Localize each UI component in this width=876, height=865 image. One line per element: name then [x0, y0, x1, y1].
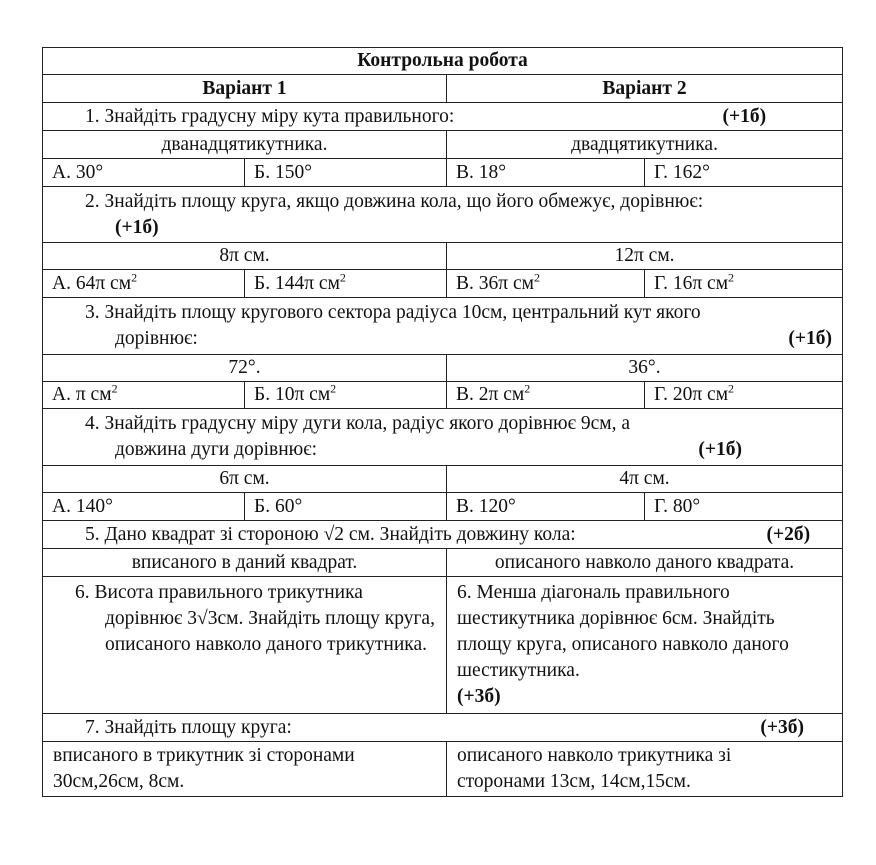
points: (+3б) — [457, 686, 501, 707]
points: (+1б) — [115, 216, 159, 238]
variant-2-condition: описаного навколо трикутника зі сторонам… — [445, 741, 844, 797]
points: (+2б) — [766, 523, 811, 545]
question-text-continued: довжина дуги дорівнює: — [115, 439, 318, 460]
variant-2-condition: 12π см. — [445, 242, 844, 270]
answer: А. 64π см2 — [42, 269, 245, 298]
variant-1-condition: дванадцятикутника. — [42, 130, 447, 159]
points: (+1б) — [788, 328, 833, 349]
question-2: 2. Знайдіть площу круга, якщо довжина ко… — [41, 186, 844, 243]
question-5: 5. Дано квадрат зі стороною √2 см. Знайд… — [41, 520, 844, 549]
page-title: Контрольна робота — [41, 47, 844, 75]
answer: Г. 16π см2 — [643, 269, 844, 298]
question-7: 7. Знайдіть площу круга: (+3б) — [41, 713, 844, 742]
question-text: 4. Знайдіть градусну міру дуги кола, рад… — [85, 413, 630, 434]
question-3: 3. Знайдіть площу кругового сектора раді… — [41, 297, 844, 355]
variant-2-condition: 4π см. — [445, 465, 844, 493]
variant-1-condition: 8π см. — [42, 242, 447, 270]
question-6-variant-2: 6. Менша діагональ правильного шестикутн… — [445, 576, 844, 714]
question-4: 4. Знайдіть градусну міру дуги кола, рад… — [41, 408, 844, 466]
answer: Б. 60° — [244, 492, 447, 521]
points: (+3б) — [760, 716, 805, 738]
answer: Г. 20π см2 — [643, 381, 844, 409]
question-1: 1. Знайдіть градусну міру кута правильно… — [41, 102, 844, 131]
answer: Г. 80° — [643, 492, 844, 521]
points: (+1б) — [722, 105, 767, 127]
answer: Б. 144π см2 — [244, 269, 447, 298]
question-text: 2. Знайдіть площу круга, якщо довжина ко… — [85, 190, 704, 212]
question-text-continued: дорівнює: — [115, 328, 198, 349]
question-text: 5. Дано квадрат зі стороною √2 см. Знайд… — [85, 523, 576, 545]
answer: А. π см2 — [42, 381, 245, 409]
variant-1-condition: 72°. — [42, 354, 447, 382]
test-table: Контрольна робота Варіант 1 Варіант 2 1.… — [41, 47, 844, 797]
question-text: 1. Знайдіть градусну міру кута правильно… — [85, 105, 455, 127]
variant-1-header: Варіант 1 — [42, 74, 447, 103]
answer: В. 2π см2 — [446, 381, 645, 409]
question-text: 6. Менша діагональ правильного шестикутн… — [457, 582, 789, 681]
variant-2-condition: двадцятикутника. — [445, 130, 844, 159]
answer: А. 140° — [42, 492, 245, 521]
variant-2-condition: описаного навколо даного квадрата. — [445, 548, 844, 577]
variant-1-condition: вписаного в даний квадрат. — [42, 548, 447, 577]
question-text: 3. Знайдіть площу кругового сектора раді… — [85, 302, 701, 323]
variant-1-condition: 6π см. — [42, 465, 447, 493]
variant-1-condition: вписаного в трикутник зі сторонами 30см,… — [42, 741, 447, 797]
answer: В. 36π см2 — [446, 269, 645, 298]
answer: Г. 162° — [643, 158, 844, 187]
question-text: 7. Знайдіть площу круга: — [85, 716, 292, 738]
variant-2-condition: 36°. — [445, 354, 844, 382]
answer: А. 30° — [42, 158, 245, 187]
variant-2-header: Варіант 2 — [445, 74, 844, 103]
answer: В. 120° — [446, 492, 645, 521]
answer: Б. 150° — [244, 158, 447, 187]
answer: Б. 10π см2 — [244, 381, 447, 409]
question-6-variant-1: 6. Висота правильного трикутника дорівню… — [42, 576, 447, 714]
answer: В. 18° — [446, 158, 645, 187]
points: (+1б) — [698, 439, 743, 460]
